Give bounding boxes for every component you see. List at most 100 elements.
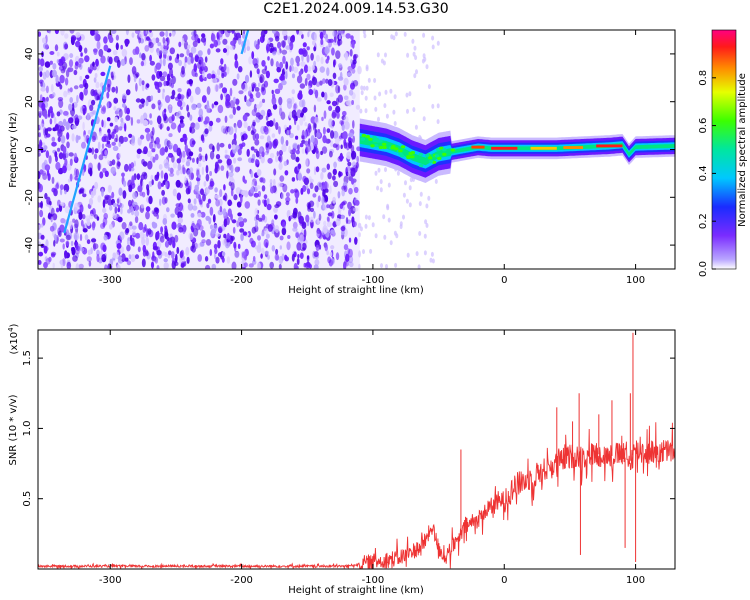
noise-speckle [136, 173, 141, 181]
noise-speckle [69, 220, 73, 230]
noise-speckle [250, 186, 255, 194]
noise-speckle [345, 99, 351, 106]
noise-speckle [231, 30, 235, 34]
noise-speckle [377, 116, 380, 122]
noise-speckle [125, 30, 129, 36]
noise-speckle [229, 87, 233, 97]
noise-speckle [96, 253, 100, 263]
noise-speckle [273, 207, 278, 213]
noise-speckle [96, 216, 100, 221]
noise-speckle [108, 130, 111, 139]
noise-speckle [296, 75, 303, 84]
noise-speckle [49, 118, 53, 125]
noise-speckle [106, 91, 110, 99]
noise-speckle [415, 251, 419, 257]
noise-speckle [138, 31, 145, 39]
noise-speckle [218, 83, 222, 89]
noise-speckle [142, 226, 146, 233]
noise-speckle [326, 221, 332, 228]
noise-speckle [134, 216, 139, 224]
noise-speckle [329, 150, 333, 158]
noise-speckle [233, 133, 237, 141]
noise-speckle [301, 221, 307, 229]
noise-speckle [175, 179, 181, 188]
noise-speckle [355, 104, 361, 110]
noise-speckle [436, 103, 440, 109]
noise-speckle [209, 224, 214, 230]
noise-speckle [187, 198, 191, 204]
noise-speckle [348, 208, 352, 217]
noise-speckle [204, 56, 208, 63]
noise-speckle [271, 45, 275, 53]
noise-speckle [273, 168, 277, 176]
signal-blob [410, 151, 415, 155]
noise-speckle [296, 257, 300, 265]
noise-speckle [70, 240, 74, 247]
noise-speckle [38, 132, 41, 138]
noise-speckle [142, 150, 148, 155]
noise-speckle [386, 205, 390, 211]
noise-speckle [195, 192, 199, 199]
noise-speckle [50, 207, 55, 216]
noise-speckle [151, 222, 158, 229]
noise-speckle [259, 177, 264, 183]
noise-speckle [200, 230, 206, 238]
noise-speckle [60, 202, 65, 207]
noise-speckle [74, 219, 79, 229]
noise-speckle [237, 37, 242, 45]
noise-speckle [269, 152, 275, 159]
noise-speckle [39, 209, 44, 218]
noise-speckle [122, 190, 127, 199]
noise-speckle [210, 33, 216, 42]
noise-speckle [38, 182, 41, 190]
noise-speckle [58, 99, 64, 109]
noise-speckle [259, 135, 265, 140]
noise-speckle [41, 37, 47, 44]
noise-speckle [296, 109, 302, 119]
noise-speckle [133, 160, 136, 167]
noise-speckle [275, 35, 280, 42]
noise-speckle [86, 256, 92, 262]
noise-speckle [172, 240, 176, 249]
noise-speckle [168, 55, 172, 61]
noise-speckle [305, 214, 310, 223]
noise-speckle [287, 35, 291, 45]
noise-speckle [278, 126, 281, 135]
noise-speckle [164, 162, 170, 169]
noise-speckle [328, 105, 333, 112]
noise-speckle [324, 188, 329, 193]
noise-speckle [111, 30, 117, 34]
noise-speckle [176, 246, 180, 255]
noise-speckle [156, 265, 160, 269]
noise-speckle [113, 129, 117, 135]
noise-speckle [265, 142, 269, 148]
noise-speckle [157, 181, 162, 190]
noise-speckle [387, 182, 391, 188]
noise-speckle [302, 185, 307, 192]
noise-speckle [42, 96, 45, 102]
noise-speckle [50, 216, 54, 223]
noise-speckle [302, 42, 307, 48]
noise-speckle [236, 201, 242, 208]
noise-speckle [209, 43, 214, 49]
noise-speckle [219, 142, 225, 148]
noise-speckle [306, 73, 311, 81]
noise-speckle [136, 119, 141, 124]
noise-speckle [96, 89, 102, 94]
noise-speckle [253, 148, 258, 153]
noise-speckle [333, 59, 336, 68]
noise-speckle [336, 111, 340, 119]
snr-x-ticks: -300 -200 -100 0 100 [99, 330, 645, 586]
noise-speckle [118, 187, 123, 196]
noise-speckle [273, 138, 279, 147]
noise-speckle [90, 191, 94, 199]
noise-speckle [150, 135, 154, 144]
noise-speckle [315, 54, 320, 62]
noise-speckle [225, 93, 231, 103]
noise-speckle [292, 147, 296, 154]
noise-speckle [59, 224, 65, 233]
noise-speckle [337, 85, 341, 94]
noise-speckle [309, 207, 315, 213]
noise-speckle [221, 257, 225, 263]
noise-speckle [313, 46, 317, 52]
